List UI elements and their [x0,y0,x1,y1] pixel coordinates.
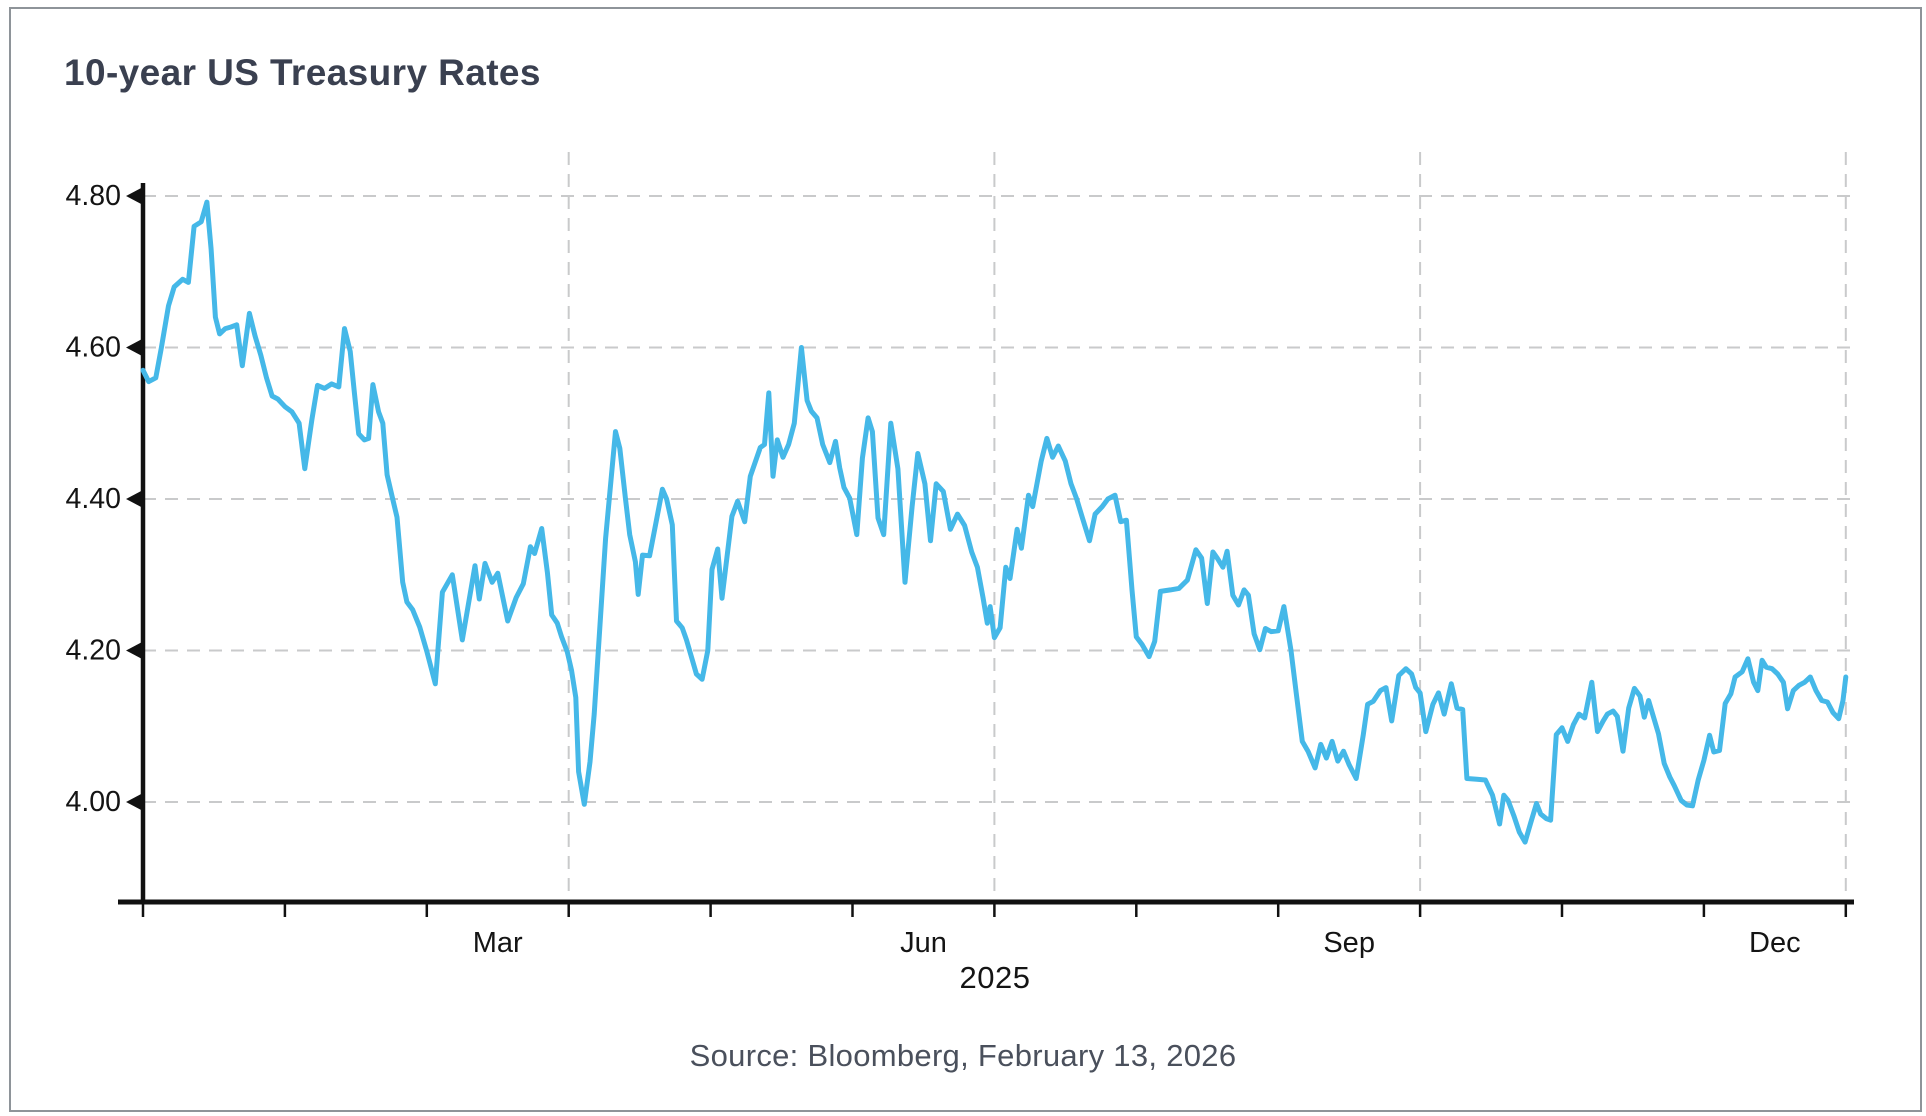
treasury-rate-line [140,199,1849,845]
y-axis-tick-arrow [126,186,144,206]
y-axis-tick-arrow [126,489,144,509]
x-axis-month-label: Mar [473,927,523,959]
y-axis-tick-label: 4.40 [66,483,121,515]
y-axis-tick-label: 4.60 [66,332,121,364]
page-border-frame [9,7,1922,1112]
y-axis-tick-arrow [126,641,144,660]
y-axis-tick-arrow [126,338,144,357]
y-axis-tick-arrow [126,792,144,812]
x-axis-month-label: Jun [900,927,947,959]
y-axis-tick-label: 4.80 [66,180,121,212]
y-axis-tick-label: 4.00 [66,786,121,818]
x-axis-month-label: Sep [1323,927,1375,959]
y-axis-tick-label: 4.20 [66,635,121,667]
x-axis-month-label: Dec [1749,927,1801,959]
x-axis-year-label: 2025 [959,960,1031,995]
page-title: 10-year US Treasury Rates [64,52,541,93]
source-attribution: Source: Bloomberg, February 13, 2026 [689,1038,1237,1073]
